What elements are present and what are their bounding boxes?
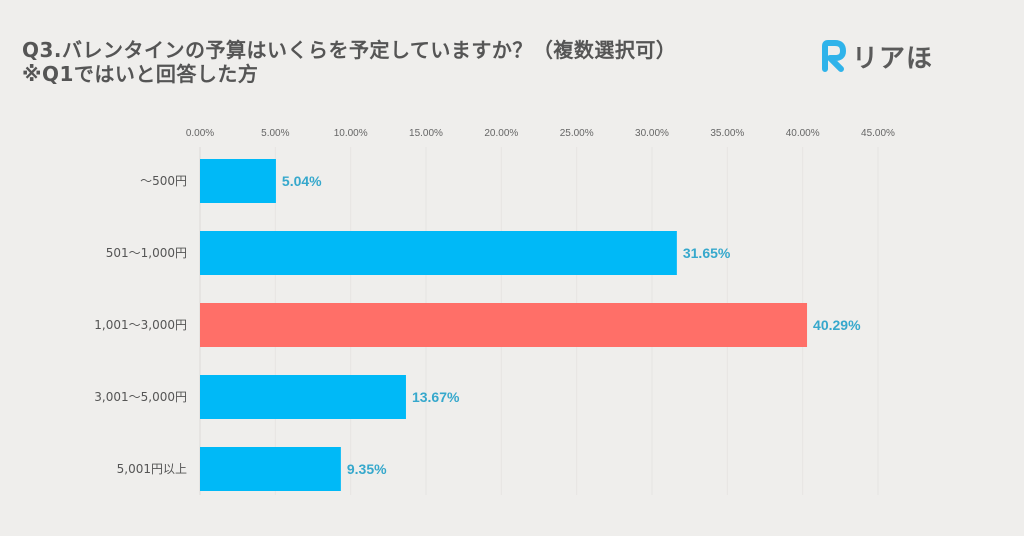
x-tick-label: 25.00% bbox=[560, 128, 594, 139]
brand-name: リアほ bbox=[852, 43, 934, 74]
x-tick-label: 10.00% bbox=[334, 128, 368, 139]
bar bbox=[200, 303, 808, 347]
category-label: ～500円 bbox=[140, 174, 187, 188]
x-tick-label: 20.00% bbox=[484, 128, 518, 139]
x-tick-label: 0.00% bbox=[186, 128, 214, 139]
category-label: 3,001～5,000円 bbox=[94, 390, 187, 404]
x-tick-label: 15.00% bbox=[409, 128, 443, 139]
value-label: 9.35% bbox=[347, 461, 387, 477]
bar bbox=[200, 447, 341, 491]
value-label: 5.04% bbox=[282, 173, 322, 189]
x-tick-label: 45.00% bbox=[861, 128, 895, 139]
category-label: 1,001～3,000円 bbox=[94, 318, 187, 332]
brand-logo: リアほ bbox=[820, 38, 933, 74]
chart-title-line1: Q3.バレンタインの予算はいくらを予定していますか？（複数選択可） bbox=[22, 38, 677, 62]
x-tick-label: 30.00% bbox=[635, 128, 669, 139]
bar bbox=[200, 231, 677, 275]
category-label: 5,001円以上 bbox=[117, 462, 187, 476]
value-label: 31.65% bbox=[683, 245, 731, 261]
category-labels: ～500円 501～1,000円 1,001～3,000円 3,001～5,000円 5… bbox=[94, 174, 187, 476]
value-label: 40.29% bbox=[813, 317, 861, 333]
x-tick-label: 40.00% bbox=[786, 128, 820, 139]
chart-title: Q3.バレンタインの予算はいくらを予定していますか？（複数選択可） ※Q1ではい… bbox=[22, 38, 676, 86]
value-labels: 5.04% 31.65% 40.29% 13.67% 9.35% bbox=[282, 173, 861, 477]
x-axis-ticks: 0.00% 5.00% 10.00% 15.00% 20.00% 25.00% 30.00%… bbox=[186, 128, 895, 139]
bar bbox=[200, 159, 276, 203]
x-tick-label: 35.00% bbox=[710, 128, 744, 139]
bars bbox=[200, 159, 808, 491]
category-label: 501～1,000円 bbox=[106, 246, 187, 260]
value-label: 13.67% bbox=[412, 389, 460, 405]
r-letter-logo-icon bbox=[822, 40, 846, 72]
x-tick-label: 5.00% bbox=[261, 128, 289, 139]
chart-title-line2: ※Q1ではいと回答した方 bbox=[22, 62, 259, 86]
bar bbox=[200, 375, 406, 419]
